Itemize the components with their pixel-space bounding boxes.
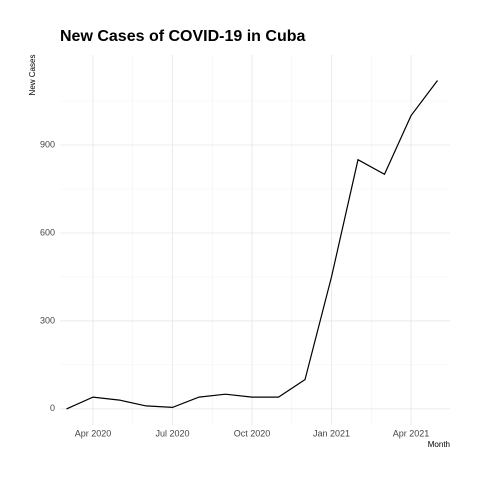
x-tick-label: Oct 2020 — [234, 428, 271, 438]
x-tick-label: Jan 2021 — [313, 428, 350, 438]
y-tick-label: 900 — [40, 139, 55, 149]
x-axis-label: Month — [428, 440, 450, 449]
y-tick-label: 600 — [40, 227, 55, 237]
y-tick-label: 300 — [40, 315, 55, 325]
y-tick-label: 0 — [50, 403, 55, 413]
x-tick-label: Apr 2021 — [393, 428, 430, 438]
x-tick-label: Apr 2020 — [75, 428, 112, 438]
chart-title: New Cases of COVID-19 in Cuba — [60, 28, 305, 45]
x-tick-label: Jul 2020 — [155, 428, 189, 438]
data-line — [66, 80, 438, 410]
y-axis-label: New Cases — [28, 55, 37, 96]
